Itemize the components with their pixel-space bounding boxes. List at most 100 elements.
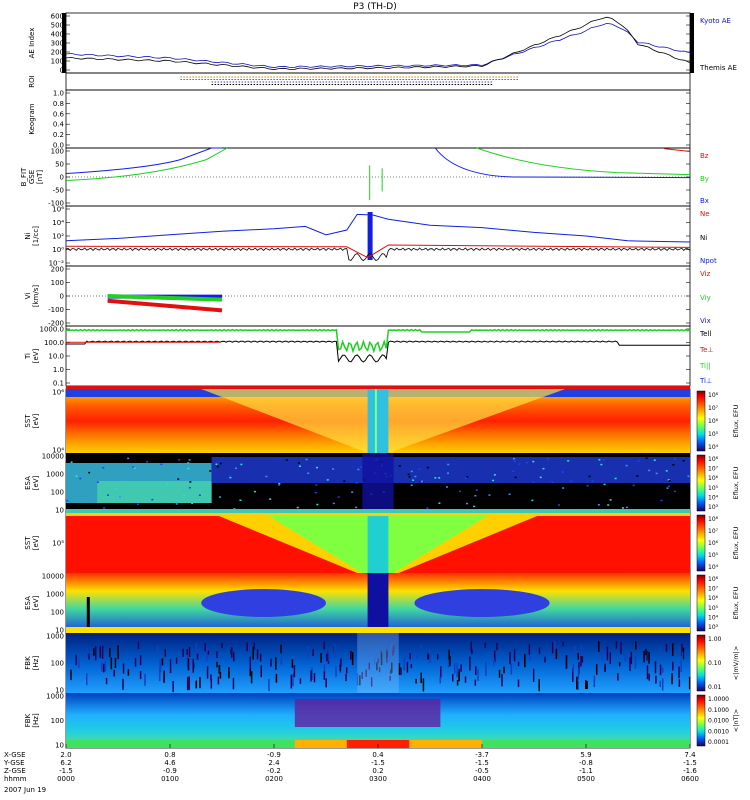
x-tick-label: 0400	[473, 775, 491, 783]
bz-line	[664, 149, 690, 152]
x-tick-label: -1.6	[683, 767, 697, 775]
y-axis-label: [eV]	[32, 348, 40, 363]
colorbar-tick-label: 10⁴	[708, 494, 719, 501]
chart-title: P3 (TH-D)	[353, 2, 396, 12]
y-axis-label: [eV]	[32, 595, 40, 610]
colorbar-tick-label: 0.0010	[708, 728, 729, 735]
y-tick-label: 10000	[42, 453, 64, 461]
y-tick-label: 200	[51, 266, 64, 274]
y-tick-label: 10⁰	[52, 246, 64, 254]
y-axis-label: [eV]	[32, 475, 40, 490]
y-tick-label: 1000	[46, 693, 64, 701]
colorbar-tick-label: 1.00	[708, 636, 722, 643]
x-tick-label: 0300	[369, 775, 387, 783]
y-tick-label: 1.0	[53, 366, 64, 374]
x-tick-label: -0.9	[163, 767, 177, 775]
y-tick-label: 100	[51, 609, 64, 617]
x-tick-label: -1.5	[683, 759, 697, 767]
colorbar-label: Eflux, EFU	[732, 526, 740, 559]
y-tick-label: 10⁶	[52, 206, 64, 214]
colorbar-label: <|nT|>	[732, 709, 740, 732]
x-tick-label: -0.9	[267, 751, 281, 759]
colorbar	[697, 635, 705, 691]
x-tick-label: 0000	[57, 775, 75, 783]
colorbar-tick-label: 10³	[708, 624, 719, 631]
colorbar-tick-label: 10⁴	[708, 614, 719, 621]
colorbar-tick-label: 10⁷	[708, 586, 719, 593]
colorbar-tick-label: 10⁷	[708, 405, 719, 412]
legend-entry: Kyoto AE	[700, 17, 731, 25]
y-axis-label: SST	[24, 536, 32, 550]
legend-entry: Ti||	[699, 362, 711, 370]
colorbar-tick-label: 10⁷	[708, 466, 719, 473]
y-tick-label: 1000.0	[40, 326, 65, 334]
data-flag-bar	[66, 386, 690, 389]
colorbar-tick-label: 0.0001	[708, 739, 729, 746]
y-tick-label: 10⁵	[52, 540, 64, 548]
y-axis-label: [Hz]	[32, 656, 40, 671]
x-tick-label: 4.6	[164, 759, 176, 767]
vi-line	[108, 301, 222, 311]
x-tick-label: 2.0	[60, 751, 71, 759]
y-tick-label: 100	[51, 58, 64, 66]
colorbar-tick-label: 0.10	[708, 660, 722, 667]
colorbar-tick-label: 10³	[708, 504, 719, 511]
y-axis-label: ROI	[28, 75, 36, 87]
y-axis-label: B_FIT	[20, 167, 28, 186]
y-tick-label: 10.0	[48, 353, 64, 361]
colorbar-tick-label: 10⁶	[708, 418, 719, 425]
x-tick-label: -0.5	[475, 767, 489, 775]
colorbar-label: <|mV/m|>	[732, 646, 740, 681]
colorbar-label: Eflux, EFU	[732, 404, 740, 437]
y-tick-label: 100	[51, 489, 64, 497]
x-axis-row-label: Y-GSE	[3, 759, 25, 767]
y-tick-label: 100	[51, 279, 64, 287]
y-tick-label: 1000	[46, 471, 64, 479]
y-axis-label: [1/cc]	[32, 226, 40, 246]
colorbar-tick-label: 10⁸	[708, 456, 719, 463]
bx-line	[66, 148, 222, 174]
by-line	[66, 148, 227, 180]
panel-frame	[66, 90, 690, 148]
y-axis-label: Keogram	[28, 103, 36, 134]
legend-entry: Npot	[700, 257, 717, 265]
colorbar-tick-label: 0.0100	[708, 718, 729, 725]
x-tick-label: 7.4	[684, 751, 696, 759]
legend-entry: Viy	[700, 294, 711, 302]
colorbar-tick-label: 10⁵	[708, 431, 719, 438]
y-tick-label: 10000	[42, 573, 64, 581]
colorbar-label: Eflux, EFU	[732, 466, 740, 499]
x-tick-label: -1.5	[371, 759, 385, 767]
x-axis-row-label: Z-GSE	[4, 767, 26, 775]
colorbar	[697, 391, 705, 451]
y-axis-label: Ti	[24, 353, 32, 360]
colorbar-tick-label: 10⁸	[708, 576, 719, 583]
npot-line	[66, 248, 690, 261]
colorbar-label: Eflux, EFU	[732, 586, 740, 619]
y-tick-label: 0.4	[53, 121, 65, 129]
y-axis-label: AE Index	[28, 28, 36, 59]
x-tick-label: -3.7	[475, 751, 489, 759]
y-axis-label: [km/s]	[32, 285, 40, 308]
colorbar-tick-label: 10⁵	[708, 605, 719, 612]
y-tick-label: 100	[51, 660, 64, 668]
y-axis-label: ESA	[24, 596, 32, 610]
panel-frame	[66, 326, 690, 386]
legend-entry: Bz	[700, 152, 709, 160]
y-axis-label: SST	[24, 414, 32, 428]
y-tick-label: 1000	[46, 591, 64, 599]
by-line	[477, 148, 690, 175]
colorbar-tick-label: 1.0000	[708, 696, 729, 703]
legend-entry: By	[700, 175, 709, 183]
y-tick-label: 10	[55, 742, 64, 750]
y-tick-label: 600	[51, 13, 64, 21]
panel-frame	[66, 13, 690, 73]
y-tick-label: 1.0	[53, 90, 64, 98]
x-tick-label: 0100	[161, 775, 179, 783]
legend-entry: Ni	[700, 234, 707, 242]
colorbar-tick-label: 0.01	[708, 684, 722, 691]
y-tick-label: 400	[51, 31, 64, 39]
y-axis-label: FBK	[24, 713, 32, 727]
colorbar	[697, 695, 705, 746]
